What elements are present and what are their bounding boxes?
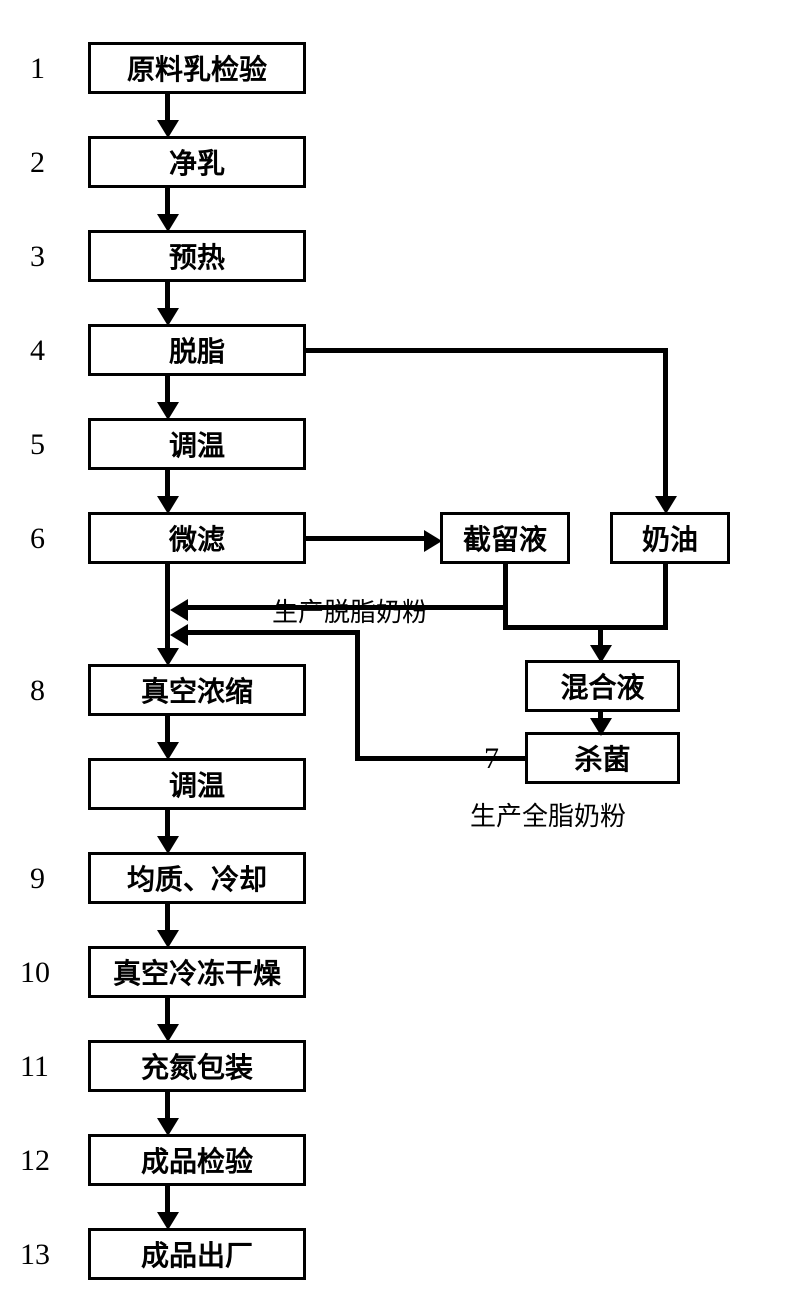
step-num-9: 9 (30, 862, 45, 896)
arrowhead-8b-9 (157, 836, 179, 854)
arrowhead-6-8 (157, 648, 179, 666)
step-num-2: 2 (30, 146, 45, 180)
arrowhead-whole-left (170, 624, 188, 646)
edge-9-10 (165, 904, 170, 932)
node-mix: 混合液 (525, 660, 680, 712)
arrowhead-1-2 (157, 120, 179, 138)
step-num-3: 3 (30, 240, 45, 274)
edge-8b-9 (165, 810, 170, 838)
node-vacuum-concentration: 真空浓缩 (88, 664, 306, 716)
node-preheat: 预热 (88, 230, 306, 282)
edge-whole-h1 (355, 756, 525, 761)
arrowhead-11-12 (157, 1118, 179, 1136)
arrowhead-4-5 (157, 402, 179, 420)
edge-11-12 (165, 1092, 170, 1120)
node-skim: 脱脂 (88, 324, 306, 376)
step-num-4: 4 (30, 334, 45, 368)
arrowhead-skim-left (170, 599, 188, 621)
edge-retentate-down (503, 564, 508, 630)
edge-12-13 (165, 1186, 170, 1214)
edge-5-6 (165, 470, 170, 498)
arrowhead-5-6 (157, 496, 179, 514)
edge-merge-down (598, 625, 603, 647)
edge-6-retentate (306, 536, 426, 541)
step-num-5: 5 (30, 428, 45, 462)
arrowhead-3-4 (157, 308, 179, 326)
edge-4-cream-v (663, 348, 668, 498)
node-raw-milk-inspection: 原料乳检验 (88, 42, 306, 94)
node-homogenize-cooling: 均质、冷却 (88, 852, 306, 904)
edge-cream-down (663, 564, 668, 630)
arrowhead-12-13 (157, 1212, 179, 1230)
label-skim-powder: 生产脱脂奶粉 (272, 592, 428, 629)
arrowhead-9-10 (157, 930, 179, 948)
node-tempering-1: 调温 (88, 418, 306, 470)
node-cream: 奶油 (610, 512, 730, 564)
arrowhead-2-3 (157, 214, 179, 232)
edge-8-8b (165, 716, 170, 744)
arrowhead-6-retentate (424, 530, 442, 552)
label-whole-powder: 生产全脂奶粉 (470, 796, 626, 833)
node-product-inspection: 成品检验 (88, 1134, 306, 1186)
step-num-13: 13 (20, 1238, 50, 1272)
arrowhead-merge-mix (590, 645, 612, 663)
node-nitrogen-packaging: 充氮包装 (88, 1040, 306, 1092)
node-milk-clarification: 净乳 (88, 136, 306, 188)
node-product-shipment: 成品出厂 (88, 1228, 306, 1280)
edge-1-2 (165, 94, 170, 122)
edge-merge-h (503, 625, 668, 630)
edge-2-3 (165, 188, 170, 216)
edge-4-5 (165, 376, 170, 404)
step-num-10: 10 (20, 956, 50, 990)
step-num-11: 11 (20, 1050, 49, 1084)
node-vacuum-freeze-dry: 真空冷冻干燥 (88, 946, 306, 998)
flowchart-container: 1 2 3 4 5 6 7 8 9 10 11 12 13 原料乳检验 净乳 预… (0, 0, 800, 1313)
step-num-1: 1 (30, 52, 45, 86)
arrowhead-8-8b (157, 742, 179, 760)
arrowhead-mix-sterilize (590, 718, 612, 736)
node-microfiltration: 微滤 (88, 512, 306, 564)
arrowhead-4-cream (655, 496, 677, 514)
step-num-6: 6 (30, 522, 45, 556)
node-retentate: 截留液 (440, 512, 570, 564)
edge-skim-h (186, 605, 508, 610)
step-num-8: 8 (30, 674, 45, 708)
edge-3-4 (165, 282, 170, 310)
edge-whole-v (355, 630, 360, 761)
node-tempering-2: 调温 (88, 758, 306, 810)
edge-10-11 (165, 998, 170, 1026)
step-num-12: 12 (20, 1144, 50, 1178)
node-sterilize: 杀菌 (525, 732, 680, 784)
edge-whole-h2 (186, 630, 360, 635)
arrowhead-10-11 (157, 1024, 179, 1042)
edge-4-cream-h (306, 348, 668, 353)
